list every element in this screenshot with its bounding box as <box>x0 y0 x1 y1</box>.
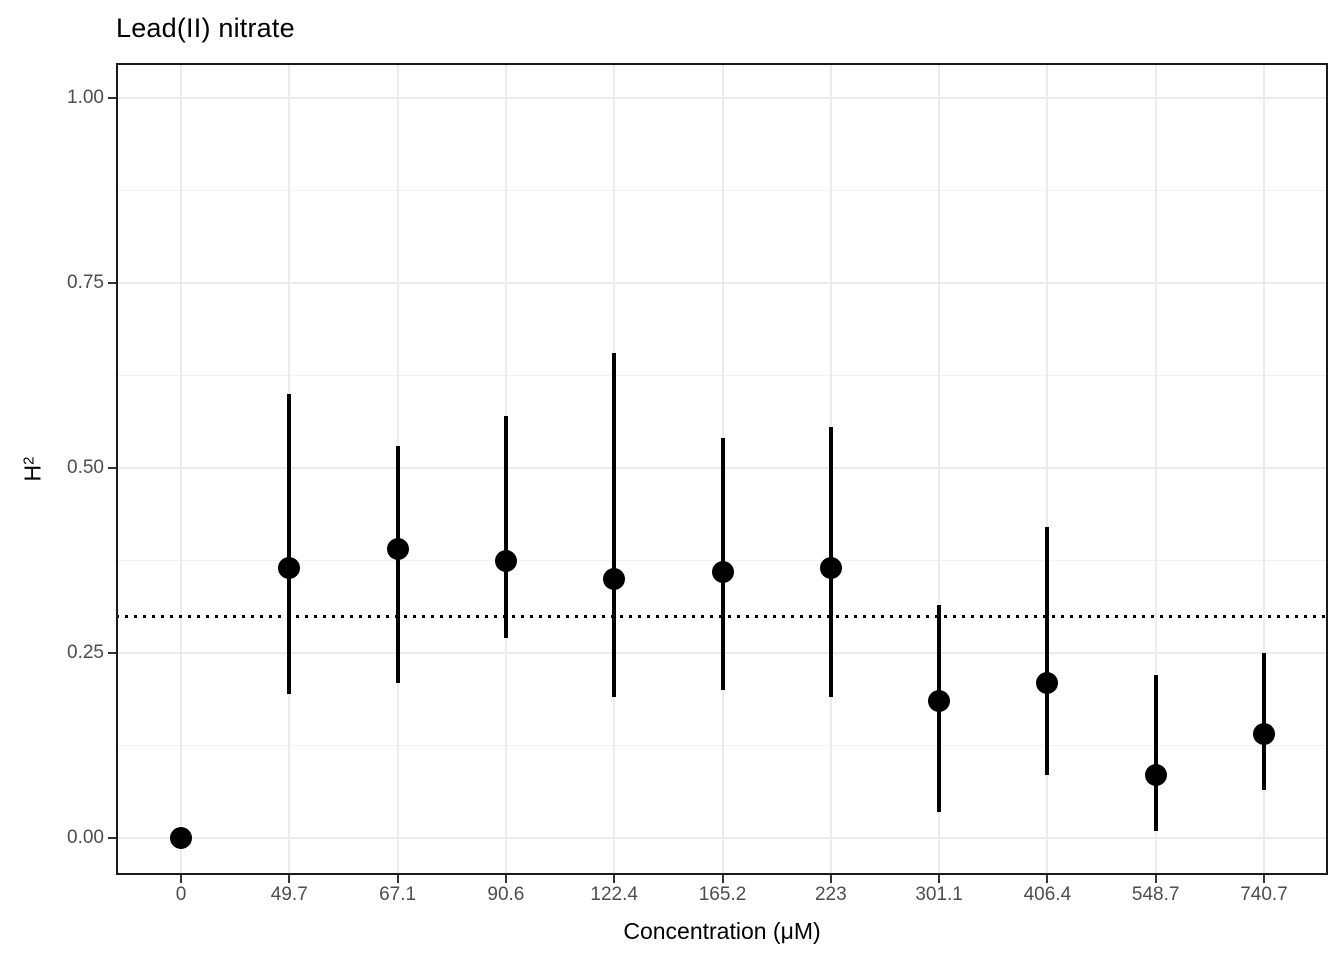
data-point <box>819 556 842 579</box>
x-tick-label: 406.4 <box>1023 884 1072 905</box>
x-gridline <box>1154 63 1157 875</box>
error-bar <box>1153 675 1158 831</box>
x-tick-label: 0 <box>175 884 187 905</box>
x-tick-label: 122.4 <box>590 884 638 905</box>
y-tick-label: 0.00 <box>67 827 104 848</box>
plot-panel <box>116 63 1328 875</box>
x-gridline <box>180 63 182 875</box>
y-axis-tick <box>108 467 116 469</box>
y-axis-tick <box>108 652 116 654</box>
data-point <box>928 690 951 713</box>
error-bar <box>612 353 617 698</box>
error-bar <box>1262 653 1266 790</box>
x-tick-label: 548.7 <box>1131 884 1180 905</box>
error-bar <box>287 394 292 694</box>
data-point <box>1253 723 1275 746</box>
data-point <box>1036 671 1059 694</box>
x-tick-label: 301.1 <box>915 884 963 905</box>
data-point <box>494 549 517 572</box>
x-axis-tick <box>288 875 291 883</box>
data-point <box>386 538 409 561</box>
y-tick-label: 1.00 <box>67 87 104 108</box>
data-point <box>278 556 301 579</box>
y-axis-tick <box>108 97 116 99</box>
error-bar <box>503 416 508 639</box>
x-axis-tick <box>938 875 941 883</box>
x-tick-label: 49.7 <box>270 884 308 905</box>
x-axis-tick <box>613 875 616 883</box>
x-axis-tick <box>829 875 832 883</box>
x-axis-tick <box>1263 875 1265 883</box>
x-tick-label: 67.1 <box>379 884 417 905</box>
error-bar <box>395 445 400 683</box>
data-point <box>711 560 734 583</box>
y-axis-tick <box>108 837 116 839</box>
x-gridline <box>938 63 941 875</box>
y-tick-label: 0.50 <box>67 457 104 478</box>
y-axis-tick <box>108 282 116 284</box>
x-axis-title: Concentration (μM) <box>623 918 821 944</box>
x-axis-tick <box>180 875 182 883</box>
x-tick-label: 165.2 <box>698 884 747 905</box>
x-axis-tick <box>1046 875 1049 883</box>
x-axis-tick <box>721 875 724 883</box>
x-gridline <box>1046 63 1049 875</box>
x-gridline <box>1263 63 1265 875</box>
error-bar <box>1045 527 1050 776</box>
data-point <box>603 568 626 590</box>
x-tick-label: 223 <box>814 884 847 905</box>
x-axis-tick <box>504 875 507 883</box>
x-axis-tick <box>1154 875 1157 883</box>
data-point <box>1144 764 1167 787</box>
x-tick-label: 740.7 <box>1240 884 1288 905</box>
x-axis-tick <box>396 875 399 883</box>
y-tick-label: 0.75 <box>67 272 104 293</box>
data-point <box>170 827 192 849</box>
y-tick-label: 0.25 <box>67 642 104 663</box>
chart-title: Lead(II) nitrate <box>116 13 295 43</box>
x-tick-label: 90.6 <box>487 884 525 905</box>
